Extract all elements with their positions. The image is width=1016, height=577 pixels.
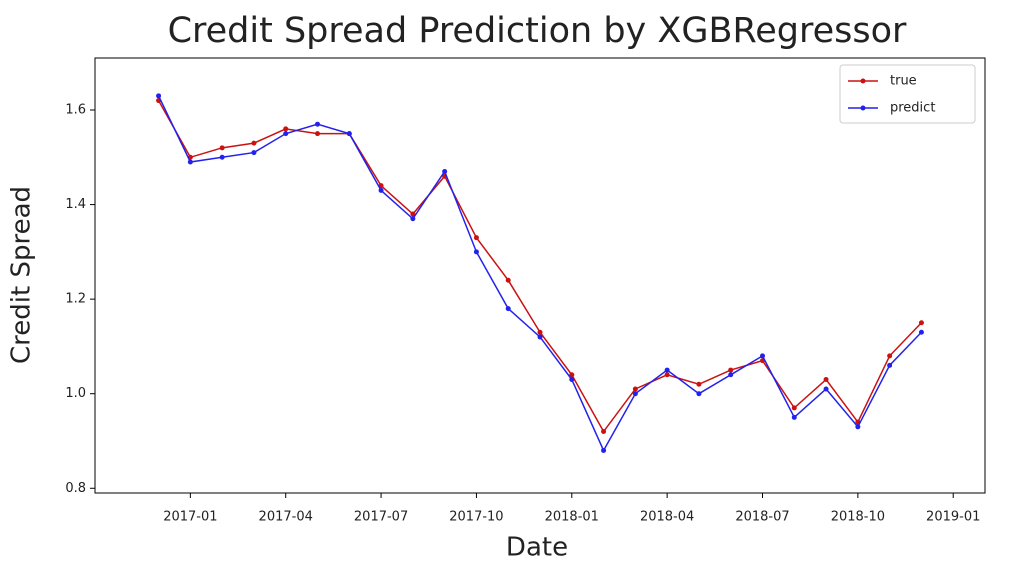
data-point (219, 145, 225, 151)
data-point (505, 306, 511, 312)
y-axis-label: Credit Spread (7, 186, 37, 364)
data-point (537, 329, 543, 335)
data-point (410, 216, 416, 222)
x-tick-label: 2017-07 (354, 510, 408, 525)
legend-label: true (890, 74, 917, 89)
x-axis-label: Date (506, 533, 568, 563)
data-point (156, 93, 162, 99)
data-point (378, 187, 384, 193)
data-point (473, 235, 479, 241)
y-tick-label: 0.8 (65, 481, 86, 496)
data-point (728, 367, 734, 373)
data-point (601, 447, 607, 453)
y-tick-label: 1.2 (65, 292, 86, 307)
data-point (251, 140, 257, 146)
data-point (632, 386, 638, 392)
y-tick-label: 1.0 (65, 386, 86, 401)
x-tick-label: 2019-01 (926, 510, 980, 525)
x-tick-label: 2018-04 (640, 510, 694, 525)
data-point (219, 154, 225, 160)
y-tick-label: 1.6 (65, 103, 86, 118)
data-point (315, 131, 320, 137)
legend-marker (860, 105, 866, 111)
data-point (473, 249, 479, 255)
x-tick-label: 2017-04 (259, 510, 313, 525)
legend-label: predict (890, 101, 935, 116)
data-point (728, 372, 734, 378)
plot-frame (94, 57, 986, 494)
data-point (537, 334, 543, 340)
y-tick-label: 1.4 (65, 197, 86, 212)
series-line (157, 100, 922, 433)
data-point (791, 405, 797, 411)
data-point (664, 372, 670, 378)
data-point (283, 131, 289, 137)
data-point (696, 381, 702, 387)
data-point (918, 320, 924, 326)
data-point (823, 377, 829, 383)
data-point (569, 372, 575, 378)
data-point (887, 362, 893, 368)
x-tick-label: 2017-01 (163, 510, 217, 525)
data-point (664, 367, 670, 373)
data-point (569, 377, 575, 383)
data-point (887, 353, 893, 359)
data-point (632, 391, 638, 397)
x-tick-label: 2018-07 (735, 510, 789, 525)
data-point (918, 329, 924, 335)
data-point (315, 121, 320, 127)
data-point (346, 131, 352, 137)
data-point (855, 424, 861, 430)
data-point (791, 414, 797, 420)
data-point (283, 126, 289, 132)
data-point (442, 168, 448, 174)
legend-marker (860, 78, 866, 84)
data-point (696, 391, 702, 397)
x-tick-label: 2017-10 (449, 510, 503, 525)
data-point (760, 353, 765, 359)
x-tick-label: 2018-10 (831, 510, 885, 525)
x-tick-label: 2018-01 (545, 510, 599, 525)
data-point (505, 277, 511, 283)
chart-title: Credit Spread Prediction by XGBRegressor (168, 11, 907, 51)
data-point (251, 150, 257, 156)
data-point (187, 159, 193, 165)
data-point (601, 429, 607, 435)
data-point (410, 211, 416, 217)
data-point (823, 386, 829, 392)
